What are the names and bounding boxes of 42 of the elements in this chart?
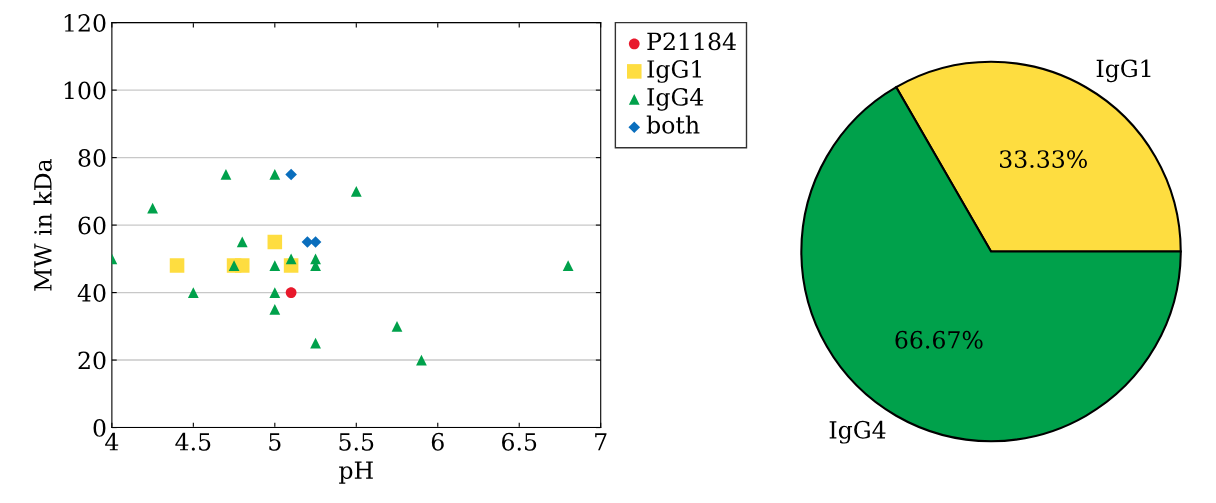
- point: [562, 260, 574, 271]
- x-tick-label: 4.5: [175, 432, 211, 451]
- point: [285, 253, 297, 265]
- slice-label: IgG4: [829, 420, 886, 444]
- y-axis-title: MW in kDa: [33, 159, 52, 291]
- point: [234, 258, 250, 273]
- point: [269, 287, 281, 298]
- data-label: 33.33%: [1000, 150, 1087, 168]
- legend-label: P21184: [647, 32, 736, 51]
- y-tick-label: 40: [77, 284, 106, 302]
- point: [285, 168, 297, 181]
- point: [169, 258, 185, 273]
- point: [391, 320, 403, 332]
- legend-label: IgG4: [647, 87, 704, 111]
- point: [310, 337, 321, 349]
- y-tick-label: 60: [78, 216, 106, 235]
- point: [147, 202, 158, 214]
- x-tick-label: 6.5: [502, 432, 537, 451]
- point: [285, 287, 297, 298]
- x-tick-label: 4: [105, 432, 119, 451]
- y-tick-label: 80: [78, 149, 106, 167]
- point: [269, 304, 281, 315]
- legend-label: IgG1: [647, 60, 702, 83]
- y-tick-label: 120: [64, 14, 106, 32]
- y-tick-label: 100: [64, 81, 106, 100]
- point: [350, 185, 362, 197]
- x-tick-label: 6: [431, 432, 444, 451]
- point: [236, 236, 248, 248]
- x-axis-title: pH: [339, 461, 373, 484]
- x-tick-label: 7: [595, 433, 607, 451]
- data-label: 66.67%: [895, 330, 983, 349]
- point: [267, 234, 283, 250]
- point: [269, 260, 281, 271]
- y-tick-label: 20: [78, 351, 106, 370]
- point: [220, 169, 232, 180]
- y-tick-label: 0: [93, 419, 106, 437]
- legend-label: both: [646, 115, 700, 134]
- point: [269, 169, 281, 180]
- x-tick-label: 5.5: [339, 433, 374, 451]
- slice-label: IgG1: [1096, 59, 1151, 83]
- x-tick-label: 5: [269, 433, 281, 451]
- point: [187, 287, 199, 298]
